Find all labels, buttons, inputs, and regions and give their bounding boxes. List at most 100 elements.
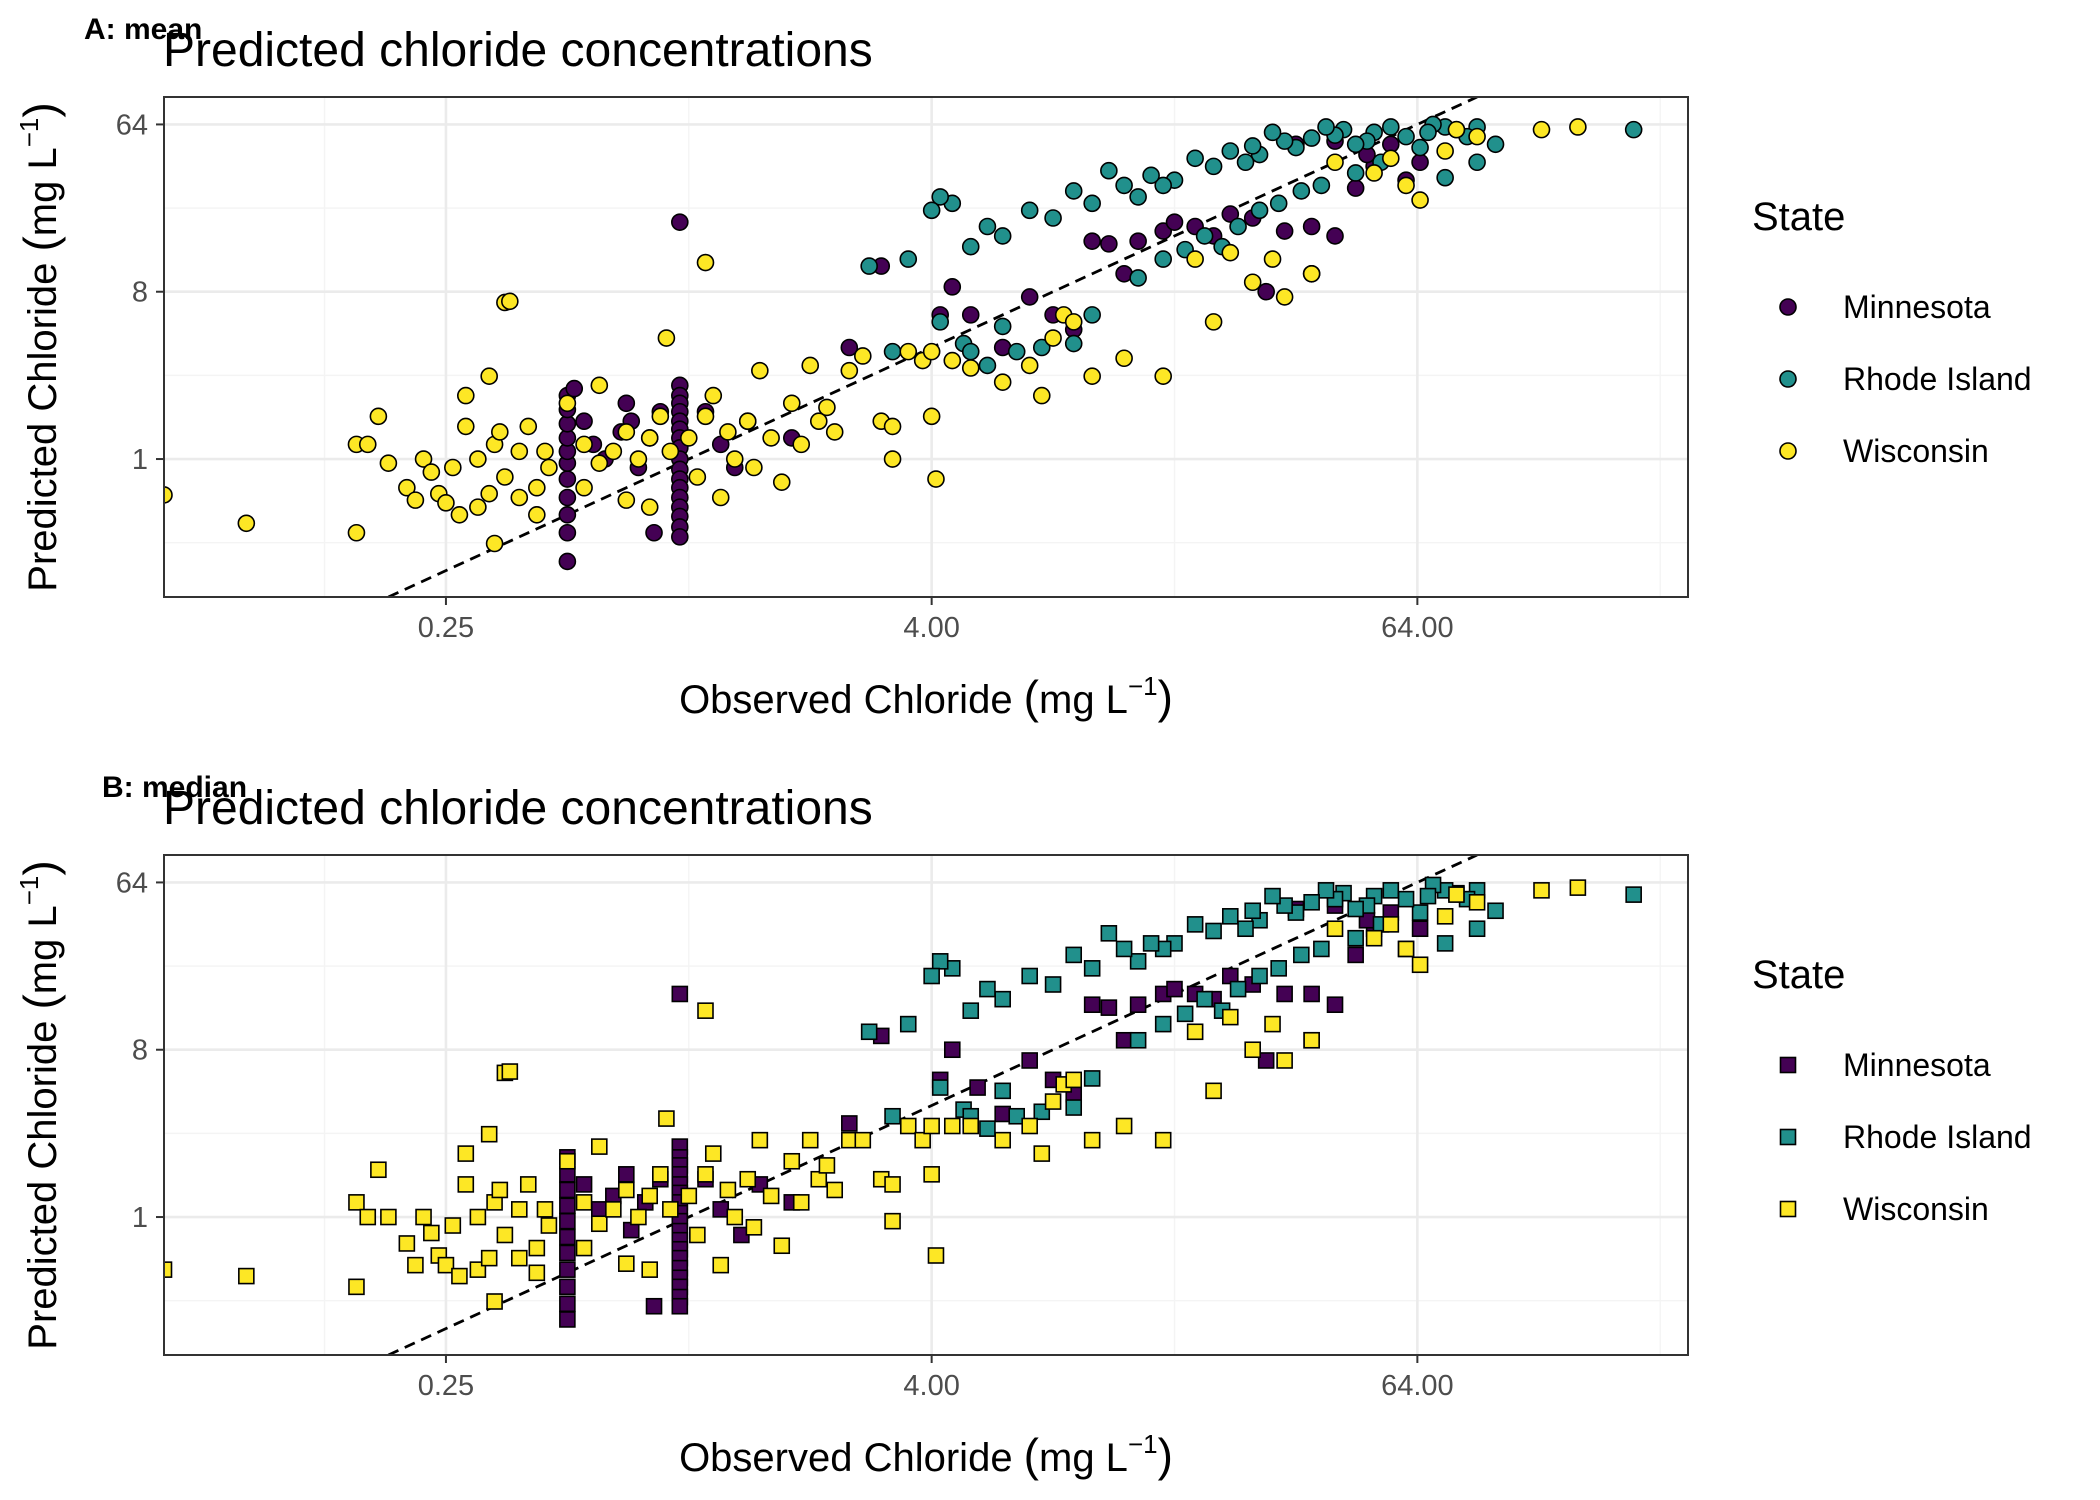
data-point-rhode-island (979, 980, 996, 998)
data-point-rhode-island (1115, 940, 1133, 958)
y-tick-label: 8 (132, 277, 148, 309)
data-point-wisconsin (444, 458, 462, 477)
data-point-minnesota (559, 1295, 576, 1313)
data-point-rhode-island (994, 1082, 1011, 1100)
data-point-wisconsin (818, 398, 836, 417)
data-point-minnesota (1275, 222, 1294, 240)
data-point-wisconsin (923, 1166, 940, 1183)
data-point-rhode-island (1243, 137, 1262, 155)
data-point-rhode-island (1154, 1015, 1172, 1033)
data-point-rhode-island (923, 967, 940, 985)
data-point-wisconsin (451, 1267, 468, 1285)
data-point-rhode-island (1229, 980, 1247, 998)
data-point-wisconsin (491, 423, 509, 441)
data-point-wisconsin (457, 1176, 475, 1193)
panel-border (163, 96, 1689, 598)
data-point-wisconsin (704, 386, 723, 405)
data-point-minnesota (559, 1181, 576, 1199)
data-point-rhode-island (1250, 201, 1269, 220)
legend-key-minnesota (1779, 298, 1797, 316)
data-point-wisconsin (1154, 1131, 1172, 1149)
data-point-rhode-island (1263, 123, 1282, 142)
data-point-wisconsin (1303, 1031, 1320, 1049)
data-point-wisconsin (1302, 264, 1321, 283)
data-point-wisconsin (782, 394, 801, 413)
data-point-rhode-island (1244, 902, 1261, 920)
data-point-wisconsin (961, 359, 980, 377)
data-point-wisconsin (617, 423, 636, 441)
data-point-minnesota (1326, 996, 1344, 1014)
data-point-wisconsin (1083, 367, 1101, 385)
data-point-rhode-island (993, 317, 1012, 336)
data-point-wisconsin (1083, 1131, 1101, 1149)
data-point-wisconsin (1326, 920, 1344, 938)
data-point-wisconsin (640, 429, 659, 447)
data-point-rhode-island (1346, 164, 1365, 182)
data-point-rhode-island (1221, 908, 1239, 925)
data-point-wisconsin (657, 329, 676, 347)
data-point-rhode-island (978, 217, 997, 236)
data-point-minnesota (559, 1228, 576, 1246)
data-point-wisconsin (884, 1212, 901, 1230)
data-point-wisconsin (1436, 908, 1454, 925)
data-point-wisconsin (914, 1131, 931, 1149)
data-point-minnesota (671, 985, 689, 1003)
data-point-wisconsin (469, 450, 487, 468)
data-point-wisconsin (590, 454, 609, 472)
data-point-wisconsin (1032, 386, 1051, 405)
data-point-rhode-island (883, 342, 902, 361)
data-point-wisconsin (923, 1117, 940, 1135)
data-point-rhode-island (1100, 161, 1118, 180)
data-point-minnesota (1100, 999, 1118, 1016)
data-point-wisconsin (739, 1170, 757, 1188)
data-point-minnesota (1411, 153, 1429, 172)
data-point-wisconsin (679, 429, 698, 447)
data-point-rhode-island (1020, 201, 1039, 220)
data-point-minnesota (1083, 232, 1101, 250)
legend-label: Minnesota (1843, 1047, 1991, 1083)
data-point-rhode-island (922, 201, 941, 220)
data-point-wisconsin (629, 450, 648, 468)
data-point-minnesota (1347, 946, 1364, 964)
data-point-minnesota (1326, 227, 1344, 245)
data-point-rhode-island (1221, 142, 1240, 160)
data-point-rhode-island (1195, 227, 1214, 245)
data-point-wisconsin (491, 1181, 509, 1199)
data-point-rhode-island (1624, 120, 1643, 139)
data-point-minnesota (575, 412, 593, 431)
data-point-rhode-island (1100, 925, 1118, 942)
data-point-rhode-island (1468, 153, 1486, 172)
legend-label: Rhode Island (1843, 361, 2032, 397)
data-point-rhode-island (931, 953, 949, 970)
data-point-wisconsin (437, 1256, 455, 1274)
data-point-wisconsin (415, 1208, 432, 1226)
data-point-wisconsin (414, 450, 433, 468)
data-point-rhode-island (1186, 149, 1204, 168)
data-point-minnesota (1129, 232, 1147, 250)
data-point-minnesota (559, 1197, 576, 1215)
data-point-wisconsin (680, 1187, 698, 1205)
data-point-minnesota (559, 1311, 576, 1328)
data-point-wisconsin (697, 1166, 714, 1183)
data-point-wisconsin (618, 1181, 635, 1199)
data-point-wisconsin (1044, 1093, 1062, 1110)
data-point-rhode-island (961, 342, 980, 361)
data-point-rhode-island (978, 356, 997, 375)
data-point-wisconsin (444, 1217, 462, 1234)
data-point-wisconsin (883, 417, 902, 436)
data-point-rhode-island (1382, 118, 1400, 136)
data-point-wisconsin (751, 1131, 769, 1149)
data-point-wisconsin (1569, 118, 1587, 136)
data-point-wisconsin (818, 1157, 836, 1174)
data-point-wisconsin (618, 1255, 635, 1272)
data-point-wisconsin (398, 478, 416, 497)
data-point-wisconsin (1411, 956, 1429, 974)
data-point-wisconsin (662, 1201, 679, 1218)
data-point-wisconsin (1569, 879, 1587, 896)
data-point-wisconsin (927, 470, 945, 488)
legend-key-rhode-island (1779, 370, 1797, 388)
legend-key-wisconsin (1779, 442, 1797, 460)
data-point-rhode-island (1269, 194, 1288, 213)
data-point-wisconsin (762, 429, 780, 447)
data-point-wisconsin (540, 458, 558, 477)
